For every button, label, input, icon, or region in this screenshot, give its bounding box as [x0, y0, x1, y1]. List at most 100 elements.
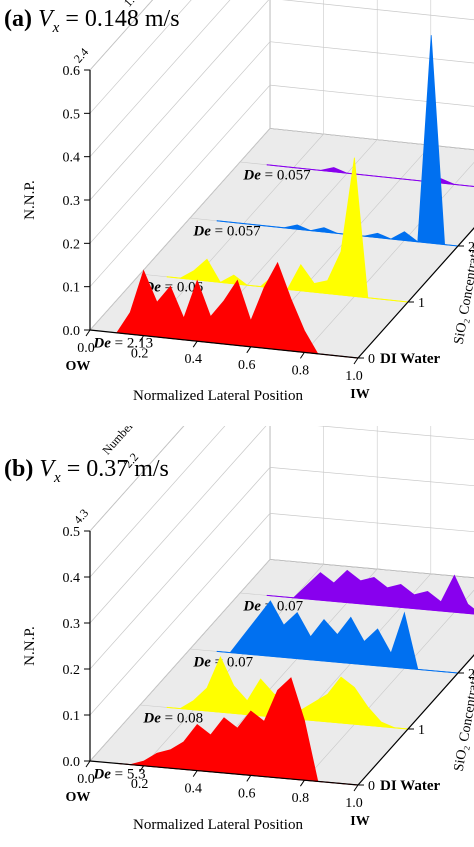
x-tick [139, 335, 145, 342]
de-label-1: De = 0.08 [142, 710, 203, 726]
switches-value: 1.0 [121, 0, 141, 10]
y-gridline [89, 426, 226, 578]
panel-b-velocity-value: = 0.37 m/s [66, 456, 169, 482]
y-gridline [89, 0, 231, 157]
de-label-3: De = 0.057 [242, 168, 311, 184]
series-baseline-2 [216, 650, 459, 674]
x-tick [353, 784, 359, 792]
x-axis-line [89, 329, 359, 359]
y-tick-label: 0.0 [63, 755, 81, 770]
y-tick-label: 0.4 [63, 151, 81, 166]
x-tick-label: 0.4 [184, 352, 202, 367]
series-area-3 [266, 569, 474, 615]
y-tick-label: 0.4 [63, 571, 81, 586]
y-tick-label: 0.3 [63, 617, 81, 632]
x-tick-label: 0.2 [131, 347, 149, 362]
y-gridline [89, 0, 192, 114]
x-tick-label: 0.2 [131, 777, 149, 792]
y-tick-label: 0.3 [63, 194, 81, 209]
y-tick-label: 0.1 [63, 281, 81, 296]
x-tick-label: 0.8 [292, 791, 310, 806]
de-symbol: De [242, 598, 261, 614]
de-symbol: De [92, 336, 111, 352]
panel-b-velocity-var: V [39, 456, 55, 482]
y-gridline [89, 0, 474, 201]
x-ow-label: OW [66, 790, 91, 805]
z-tick-label: 1 [418, 296, 425, 311]
x-ow-label: OW [66, 359, 91, 374]
de-value: = 0.08 [161, 710, 203, 726]
x-axis-line [89, 760, 359, 786]
y-tick-label: 0.0 [63, 324, 81, 339]
x-tick [85, 329, 91, 337]
y-tick-label: 0.2 [63, 663, 81, 678]
z-axis-line [357, 227, 474, 359]
panel-b-label: (b) [4, 456, 34, 482]
back-wall [269, 426, 474, 579]
z-tick-label: 2 [468, 240, 474, 255]
z-tick-label: 0 [368, 779, 375, 794]
z-di-water-label: DI Water [380, 351, 440, 367]
x-axis-label: Normalized Lateral Position [133, 388, 303, 404]
x-tick [299, 352, 305, 359]
de-label-2: De = 0.057 [192, 224, 261, 240]
panel-b-velocity-sub: x [54, 469, 61, 486]
series-baseline-2 [216, 220, 459, 247]
x-tick-label: 1.0 [345, 796, 363, 811]
y-tick-label: 0.2 [63, 237, 81, 252]
de-symbol: De [192, 654, 211, 670]
panel-a-label: (a) [4, 6, 32, 32]
x-tick [246, 775, 252, 782]
panel-a: (a) Vx = 0.148 m/s De = 0.057 De = 0.057 D… [0, 0, 474, 420]
switches-value: 2.4 [71, 45, 91, 66]
de-label-0: De = 5.3 [92, 766, 145, 782]
y-axis-label: N.N.P. [22, 626, 38, 666]
y-gridline [89, 0, 153, 71]
x-tick [139, 765, 145, 773]
de-symbol: De [192, 224, 211, 240]
panel-a-velocity-value: = 0.148 m/s [65, 6, 180, 32]
panel-a-velocity-var: V [37, 6, 53, 32]
z-tick-label: 0 [368, 352, 375, 367]
x-iw-label: IW [350, 814, 369, 829]
switches-value: 4.3 [71, 506, 91, 527]
de-value: = 5.3 [111, 766, 146, 782]
panel-a-title: (a) Vx = 0.148 m/s [4, 6, 180, 37]
z-di-water-label: DI Water [380, 778, 440, 794]
x-iw-label: IW [350, 387, 369, 402]
x-tick-label: 0.8 [292, 363, 310, 378]
x-tick-label: 0.6 [238, 358, 256, 373]
series-baseline-3 [266, 164, 474, 187]
y-tick-label: 0.1 [63, 709, 81, 724]
z-axis-line [357, 654, 474, 786]
de-symbol: De [242, 168, 261, 184]
panel-a-velocity-sub: x [52, 19, 60, 36]
y-tick-label: 0.5 [63, 107, 81, 122]
series-baseline-3 [266, 594, 474, 615]
x-tick-label: 0.6 [238, 786, 256, 801]
de-symbol: De [142, 710, 161, 726]
x-tick [192, 770, 198, 777]
x-axis-label: Normalized Lateral Position [133, 817, 303, 833]
de-value: = 0.057 [211, 224, 261, 240]
z-tick-label: 2 [468, 667, 474, 682]
de-symbol: De [92, 766, 111, 782]
x-tick-label: 0.0 [77, 341, 95, 356]
y-gridline [89, 426, 474, 624]
panel-b-title: (b) Vx = 0.37 m/s [4, 456, 169, 487]
y-gridline [89, 426, 185, 532]
y-axis-label: N.N.P. [22, 180, 38, 220]
x-tick [85, 760, 91, 768]
x-tick [192, 340, 198, 348]
de-value: = 0.057 [261, 168, 311, 184]
x-tick [299, 779, 305, 787]
y-tick-label: 0.6 [63, 64, 81, 79]
panel-b: (b) Vx = 0.37 m/s De = 0.07 De = 0.07 De =… [0, 426, 474, 847]
de-value: = 2.13 [111, 336, 153, 352]
y-tick-label: 0.5 [63, 525, 81, 540]
x-tick [246, 346, 252, 354]
x-tick-label: 0.0 [77, 772, 95, 787]
z-tick-label: 1 [418, 723, 425, 738]
